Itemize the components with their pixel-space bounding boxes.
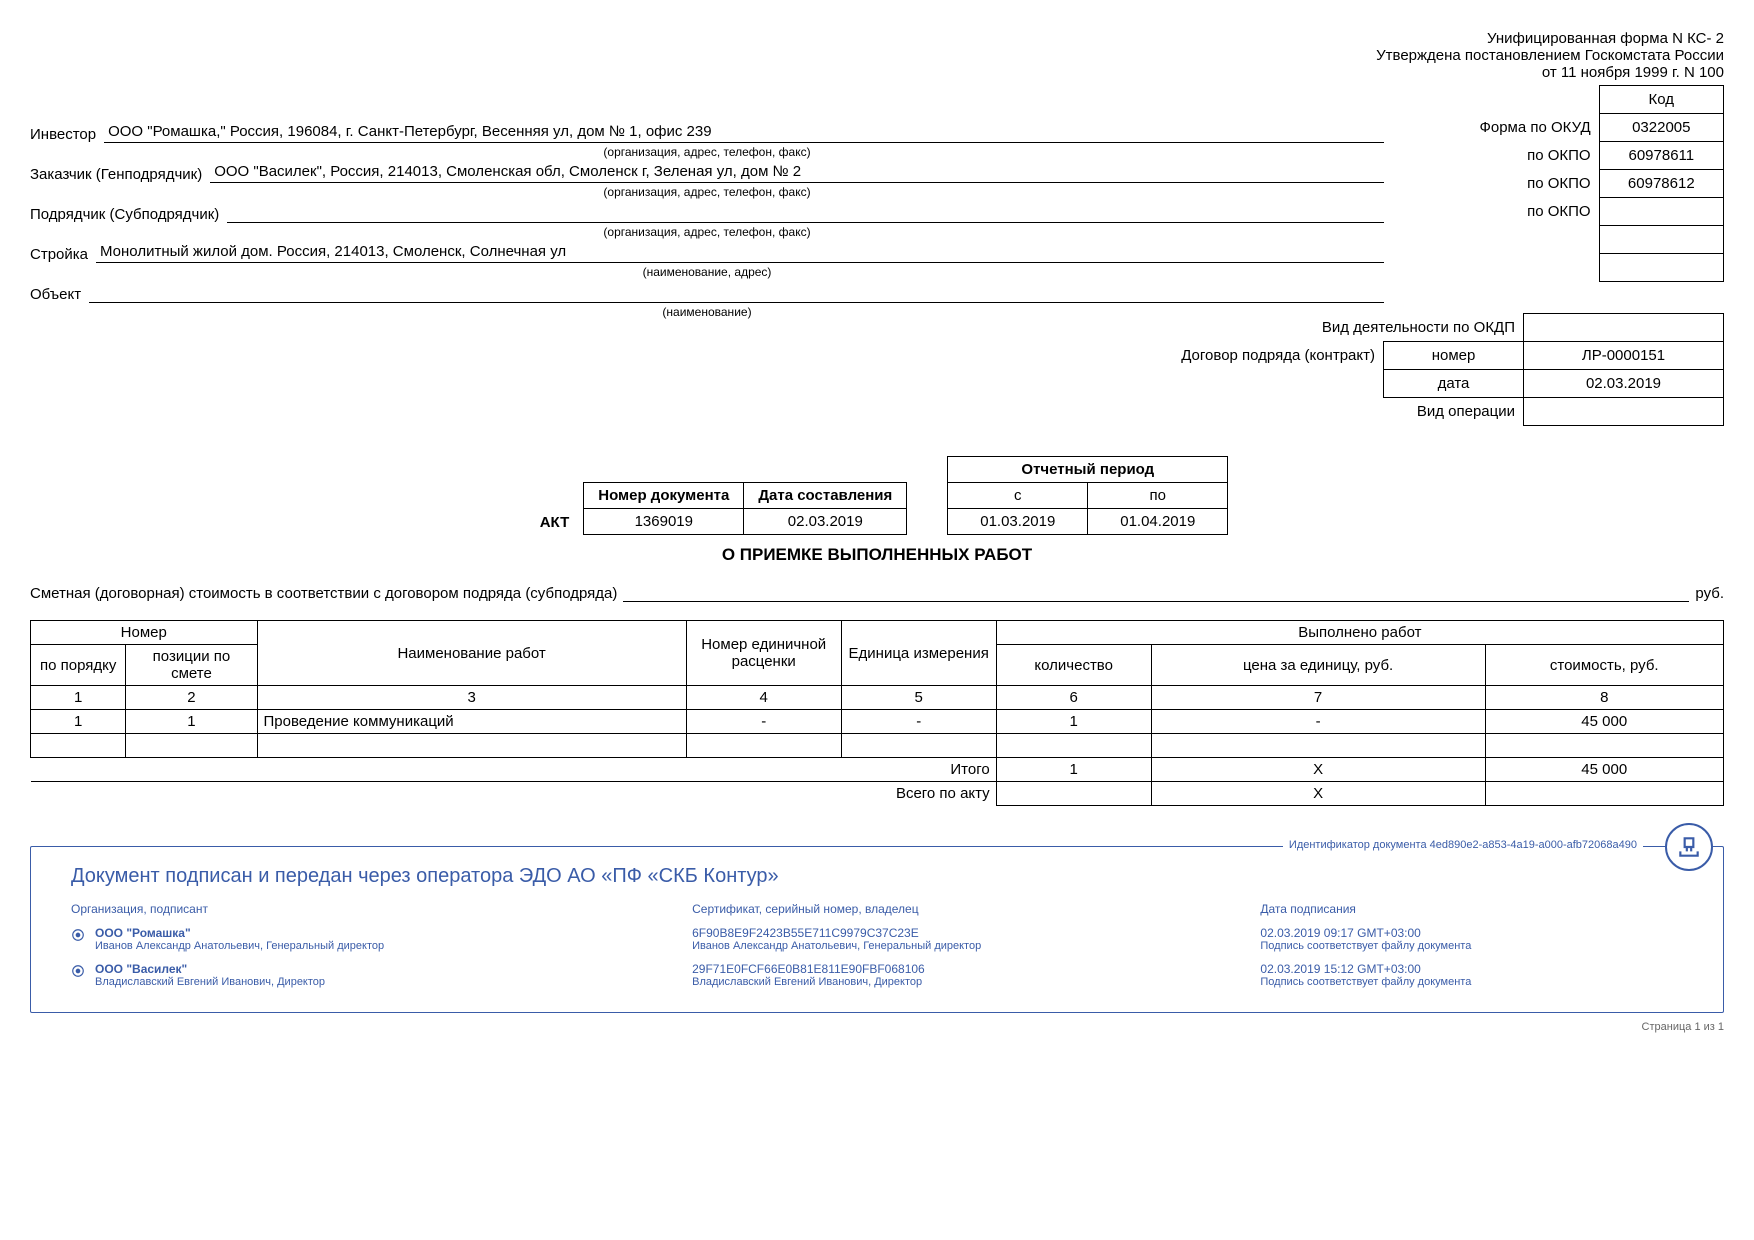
signature-block: Идентификатор документа 4ed890e2-a853-4a…	[30, 846, 1724, 1013]
object-label: Объект	[30, 286, 89, 303]
period-header: Отчетный период	[948, 457, 1228, 483]
stamp-icon	[1665, 823, 1713, 871]
doc-date: 02.03.2019	[744, 509, 907, 535]
okud-value: 0322005	[1599, 114, 1723, 142]
doc-num-header: Номер документа	[584, 483, 744, 509]
okpo-investor: 60978611	[1599, 142, 1723, 170]
contractor-label: Подрядчик (Субподрядчик)	[30, 206, 227, 223]
sig-col-cert: Сертификат, серийный номер, владелец	[692, 902, 1220, 916]
itogo-row: Итого 1 X 45 000	[31, 758, 1724, 782]
stroyka-value: Монолитный жилой дом. Россия, 214013, См…	[96, 243, 1384, 263]
object-value	[89, 283, 1384, 303]
seal-icon	[71, 928, 85, 942]
okpo-contractor	[1599, 198, 1723, 226]
seal-icon	[71, 964, 85, 978]
th-qty: количество	[996, 645, 1151, 686]
stroyka-code	[1599, 226, 1723, 254]
col-nums-row: 1 2 3 4 5 6 7 8	[31, 686, 1724, 710]
form-line: Унифицированная форма N КС- 2	[30, 30, 1724, 47]
contractor-row: Подрядчик (Субподрядчик)	[30, 203, 1384, 223]
investor-value: ООО "Ромашка," Россия, 196084, г. Санкт-…	[104, 123, 1384, 143]
estimate-label: Сметная (договорная) стоимость в соответ…	[30, 585, 617, 602]
investor-label: Инвестор	[30, 126, 104, 143]
okpo-cust-label: по ОКПО	[1384, 170, 1599, 198]
contract-date-label: дата	[1384, 370, 1524, 398]
page-footer: Страница 1 из 1	[30, 1021, 1724, 1033]
estimate-row: Сметная (договорная) стоимость в соответ…	[30, 585, 1724, 602]
contract-date: 02.03.2019	[1524, 370, 1724, 398]
operation-value	[1524, 398, 1724, 426]
doc-date-header: Дата составления	[744, 483, 907, 509]
table-row: 1 1 Проведение коммуникаций - - 1 - 45 0…	[31, 710, 1724, 734]
okdp-label: Вид деятельности по ОКДП	[1180, 314, 1523, 342]
approved-line: Утверждена постановлением Госкомстата Ро…	[30, 47, 1724, 64]
stroyka-row: Стройка Монолитный жилой дом. Россия, 21…	[30, 243, 1384, 263]
period-table: Отчетный период с по 01.03.2019 01.04.20…	[947, 456, 1228, 535]
customer-row: Заказчик (Генподрядчик) ООО "Василек", Р…	[30, 163, 1384, 183]
works-table: Номер Наименование работ Номер единичной…	[30, 620, 1724, 806]
sig-col-date: Дата подписания	[1260, 902, 1683, 916]
estimate-currency: руб.	[1695, 585, 1724, 602]
th-cost: стоимость, руб.	[1485, 645, 1724, 686]
customer-hint: (организация, адрес, телефон, факс)	[30, 185, 1384, 199]
contract-label: Договор подряда (контракт)	[1180, 342, 1383, 370]
estimate-line	[623, 601, 1689, 602]
object-row: Объект	[30, 283, 1384, 303]
okpo-contr-label: по ОКПО	[1384, 198, 1599, 226]
okpo-inv-label: по ОКПО	[1384, 142, 1599, 170]
th-unit: Единица измерения	[841, 621, 996, 686]
object-code	[1599, 254, 1723, 282]
doc-id: Идентификатор документа 4ed890e2-a853-4a…	[1283, 839, 1643, 851]
period-to-label: по	[1088, 483, 1228, 509]
doc-number: 1369019	[584, 509, 744, 535]
th-done: Выполнено работ	[996, 621, 1723, 645]
contract-num: ЛР-0000151	[1524, 342, 1724, 370]
sig-col-org: Организация, подписант	[71, 902, 652, 916]
investor-hint: (организация, адрес, телефон, факс)	[30, 145, 1384, 159]
customer-label: Заказчик (Генподрядчик)	[30, 166, 210, 183]
signature-title: Документ подписан и передан через операт…	[71, 865, 1683, 888]
empty-row	[31, 734, 1724, 758]
form-header: Унифицированная форма N КС- 2 Утверждена…	[30, 30, 1724, 81]
th-byestimate: позиции по смете	[126, 645, 257, 686]
okpo-customer: 60978612	[1599, 170, 1723, 198]
date-line: от 11 ноября 1999 г. N 100	[30, 64, 1724, 81]
contract-num-label: номер	[1384, 342, 1524, 370]
contractor-value	[227, 203, 1384, 223]
period-from: 01.03.2019	[948, 509, 1088, 535]
doc-title: О ПРИЕМКЕ ВЫПОЛНЕННЫХ РАБОТ	[30, 545, 1724, 565]
signer-row: ООО "Василек" Владиславский Евгений Иван…	[71, 962, 652, 988]
operation-label: Вид операции	[1180, 398, 1523, 426]
doc-number-table: АКТ Номер документа Дата составления 136…	[526, 482, 908, 535]
customer-value: ООО "Василек", Россия, 214013, Смоленска…	[210, 163, 1384, 183]
contract-codes-table: Вид деятельности по ОКДП Договор подряда…	[1180, 313, 1724, 426]
signer-row: ООО "Ромашка" Иванов Александр Анатольев…	[71, 926, 652, 952]
period-from-label: с	[948, 483, 1088, 509]
th-byorder: по порядку	[31, 645, 126, 686]
period-to: 01.04.2019	[1088, 509, 1228, 535]
th-workname: Наименование работ	[257, 621, 686, 686]
investor-row: Инвестор ООО "Ромашка," Россия, 196084, …	[30, 123, 1384, 143]
stroyka-label: Стройка	[30, 246, 96, 263]
okdp-value	[1524, 314, 1724, 342]
akt-label: АКТ	[526, 483, 584, 535]
okud-label: Форма по ОКУД	[1384, 114, 1599, 142]
vsego-row: Всего по акту X	[31, 782, 1724, 806]
th-price: цена за единицу, руб.	[1151, 645, 1485, 686]
kod-header: Код	[1599, 86, 1723, 114]
th-pricenum: Номер единичной расценки	[686, 621, 841, 686]
th-number: Номер	[31, 621, 258, 645]
contractor-hint: (организация, адрес, телефон, факс)	[30, 225, 1384, 239]
stroyka-hint: (наименование, адрес)	[30, 265, 1384, 279]
codes-table: Код Форма по ОКУД0322005 по ОКПО60978611…	[1384, 85, 1724, 282]
